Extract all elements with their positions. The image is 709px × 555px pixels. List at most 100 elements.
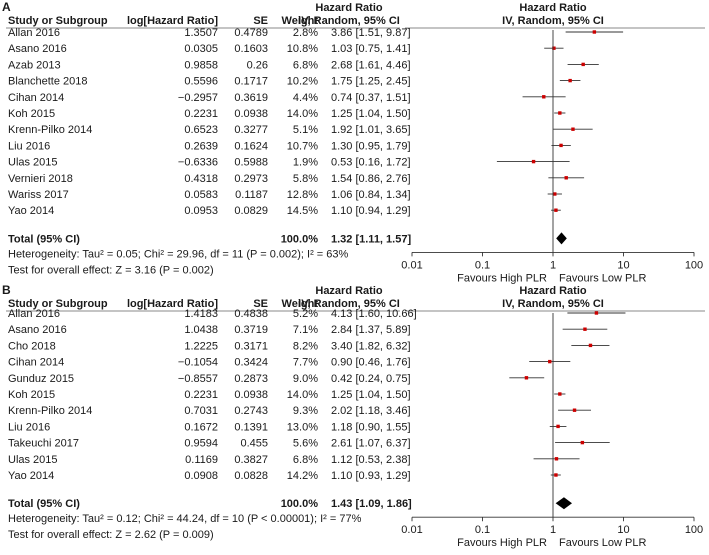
study-log-hr: 0.2231 — [184, 389, 218, 401]
effect-marker — [592, 30, 597, 34]
study-weight: 10.2% — [287, 76, 318, 88]
effect-marker — [556, 424, 560, 429]
total-ci-text: 1.43 [1.09, 1.86] — [331, 498, 412, 510]
study-row: Liu 2016 0.2639 0.1624 10.7% 1.30 [0.95, 1.7… — [8, 140, 571, 152]
study-log-hr: 0.6523 — [184, 124, 218, 136]
effect-marker — [542, 95, 546, 99]
total-weight: 100.0% — [281, 498, 319, 510]
study-ci-text: 3.86 [1.51, 9.87] — [331, 27, 411, 39]
heterogeneity-text: Heterogeneity: Tau² = 0.12; Chi² = 44.24… — [8, 513, 362, 525]
study-row: Yao 2014 0.0953 0.0829 14.5% 1.10 [0.94, 1.2… — [8, 205, 561, 217]
study-ci-text: 1.54 [0.86, 2.76] — [331, 173, 411, 185]
study-log-hr: −0.8557 — [178, 373, 218, 385]
favours-left-label: Favours High PLR — [457, 272, 547, 284]
study-row: Krenn-Pilko 2014 0.6523 0.3277 5.1% 1.92 [1.… — [8, 124, 593, 136]
study-name: Yao 2014 — [8, 205, 54, 217]
study-row: Asano 2016 0.0305 0.1603 10.8% 1.03 [0.75, 1… — [8, 43, 564, 55]
study-log-hr: 0.5596 — [184, 76, 218, 88]
total-row: Total (95% CI) 100.0% 1.43 [1.09, 1.86] — [8, 497, 573, 510]
study-row: Cho 2018 1.2225 0.3171 8.2% 3.40 [1.82, 6.32… — [8, 340, 610, 352]
study-row: Ulas 2015 −0.6336 0.5988 1.9% 0.53 [0.16, 1.… — [8, 157, 570, 169]
study-log-hr: 0.0305 — [184, 43, 218, 55]
study-weight: 9.0% — [293, 373, 318, 385]
study-log-hr: 0.7031 — [184, 405, 218, 417]
effect-marker — [558, 111, 562, 115]
x-tick-label: 0.01 — [401, 524, 422, 536]
header-plot-top: Hazard Ratio — [519, 2, 587, 14]
study-row: Allan 2016 1.3507 0.4789 2.8% 3.86 [1.51, 9.… — [8, 27, 624, 39]
study-se: 0.3277 — [234, 124, 268, 136]
study-weight: 7.1% — [293, 324, 318, 336]
x-tick-label: 100 — [685, 524, 703, 536]
study-name: Koh 2015 — [8, 389, 55, 401]
x-tick-label: 1 — [550, 524, 556, 536]
effect-marker — [594, 311, 599, 315]
study-row: Asano 2016 1.0438 0.3719 7.1% 2.84 [1.37, 5.… — [8, 324, 608, 336]
study-log-hr: 0.0583 — [184, 189, 218, 201]
total-label: Total (95% CI) — [8, 498, 80, 510]
study-weight: 14.0% — [287, 108, 318, 120]
header-plot-bottom: IV, Random, 95% CI — [502, 298, 604, 310]
study-se: 0.1603 — [234, 43, 268, 55]
study-weight: 6.8% — [293, 59, 318, 71]
study-name: Vernieri 2018 — [8, 173, 73, 185]
effect-marker — [588, 343, 593, 348]
total-ci-text: 1.32 [1.11, 1.57] — [331, 233, 411, 245]
header-hr-bottom: IV, Random, 95% CI — [298, 15, 400, 27]
study-row: Wariss 2017 0.0583 0.1187 12.8% 1.06 [0.84, … — [8, 189, 562, 201]
study-se: 0.0828 — [234, 470, 268, 482]
panel-label: B — [2, 283, 11, 297]
study-row: Cihan 2014 −0.2957 0.3619 4.4% 0.74 [0.37, 1… — [8, 92, 566, 104]
study-log-hr: 0.0908 — [184, 470, 218, 482]
study-log-hr: 1.3507 — [184, 27, 218, 39]
x-tick-label: 0.01 — [401, 259, 422, 271]
study-row: Krenn-Pilko 2014 0.7031 0.2743 9.3% 2.02 [1.… — [8, 405, 592, 417]
study-row: Vernieri 2018 0.4318 0.2973 5.8% 1.54 [0.86,… — [8, 173, 585, 185]
study-se: 0.3424 — [234, 357, 268, 369]
effect-marker — [564, 176, 568, 180]
study-ci-text: 0.74 [0.37, 1.51] — [331, 92, 411, 104]
study-weight: 14.2% — [287, 470, 318, 482]
study-ci-text: 1.10 [0.94, 1.29] — [331, 205, 411, 217]
favours-left-label: Favours High PLR — [457, 537, 547, 549]
study-ci-text: 1.75 [1.25, 2.45] — [331, 76, 411, 88]
study-se: 0.5988 — [234, 157, 268, 169]
study-ci-text: 1.25 [1.04, 1.50] — [331, 108, 411, 120]
header-hr-top: Hazard Ratio — [315, 285, 383, 297]
study-name: Allan 2016 — [8, 308, 60, 320]
study-row: Koh 2015 0.2231 0.0938 14.0% 1.25 [1.04, 1.5… — [8, 389, 566, 401]
effect-marker — [558, 392, 562, 396]
study-ci-text: 4.13 [1.60, 10.66] — [331, 308, 417, 320]
header-weight: Weight — [282, 298, 319, 310]
study-name: Gunduz 2015 — [8, 373, 74, 385]
effect-marker — [552, 46, 556, 50]
study-ci-text: 2.84 [1.37, 5.89] — [331, 324, 411, 336]
study-weight: 1.9% — [293, 157, 318, 169]
study-ci-text: 1.18 [0.90, 1.55] — [331, 421, 411, 433]
study-ci-text: 1.30 [0.95, 1.79] — [331, 140, 411, 152]
study-ci-text: 1.25 [1.04, 1.50] — [331, 389, 411, 401]
effect-marker — [554, 208, 558, 212]
x-tick-label: 0.1 — [475, 259, 490, 271]
study-name: Wariss 2017 — [8, 189, 69, 201]
study-log-hr: −0.2957 — [178, 92, 218, 104]
study-name: Yao 2014 — [8, 470, 54, 482]
study-log-hr: 0.0953 — [184, 205, 218, 217]
study-weight: 12.8% — [287, 189, 318, 201]
study-ci-text: 2.02 [1.18, 3.46] — [331, 405, 411, 417]
study-se: 0.3171 — [234, 340, 268, 352]
study-se: 0.0938 — [234, 389, 268, 401]
study-ci-text: 1.06 [0.84, 1.34] — [331, 189, 411, 201]
study-row: Takeuchi 2017 0.9594 0.455 5.6% 2.61 [1.07, … — [8, 438, 610, 450]
study-row: Koh 2015 0.2231 0.0938 14.0% 1.25 [1.04, 1.5… — [8, 108, 566, 120]
study-weight: 5.8% — [293, 173, 318, 185]
study-log-hr: 0.2639 — [184, 140, 218, 152]
x-tick-label: 100 — [685, 259, 703, 271]
study-row: Blanchette 2018 0.5596 0.1717 10.2% 1.75 [1.… — [8, 76, 581, 88]
study-ci-text: 1.12 [0.53, 2.38] — [331, 454, 411, 466]
header-log-hr: log[Hazard Ratio] — [127, 15, 218, 27]
header-study: Study or Subgroup — [8, 15, 108, 27]
study-ci-text: 0.42 [0.24, 0.75] — [331, 373, 411, 385]
